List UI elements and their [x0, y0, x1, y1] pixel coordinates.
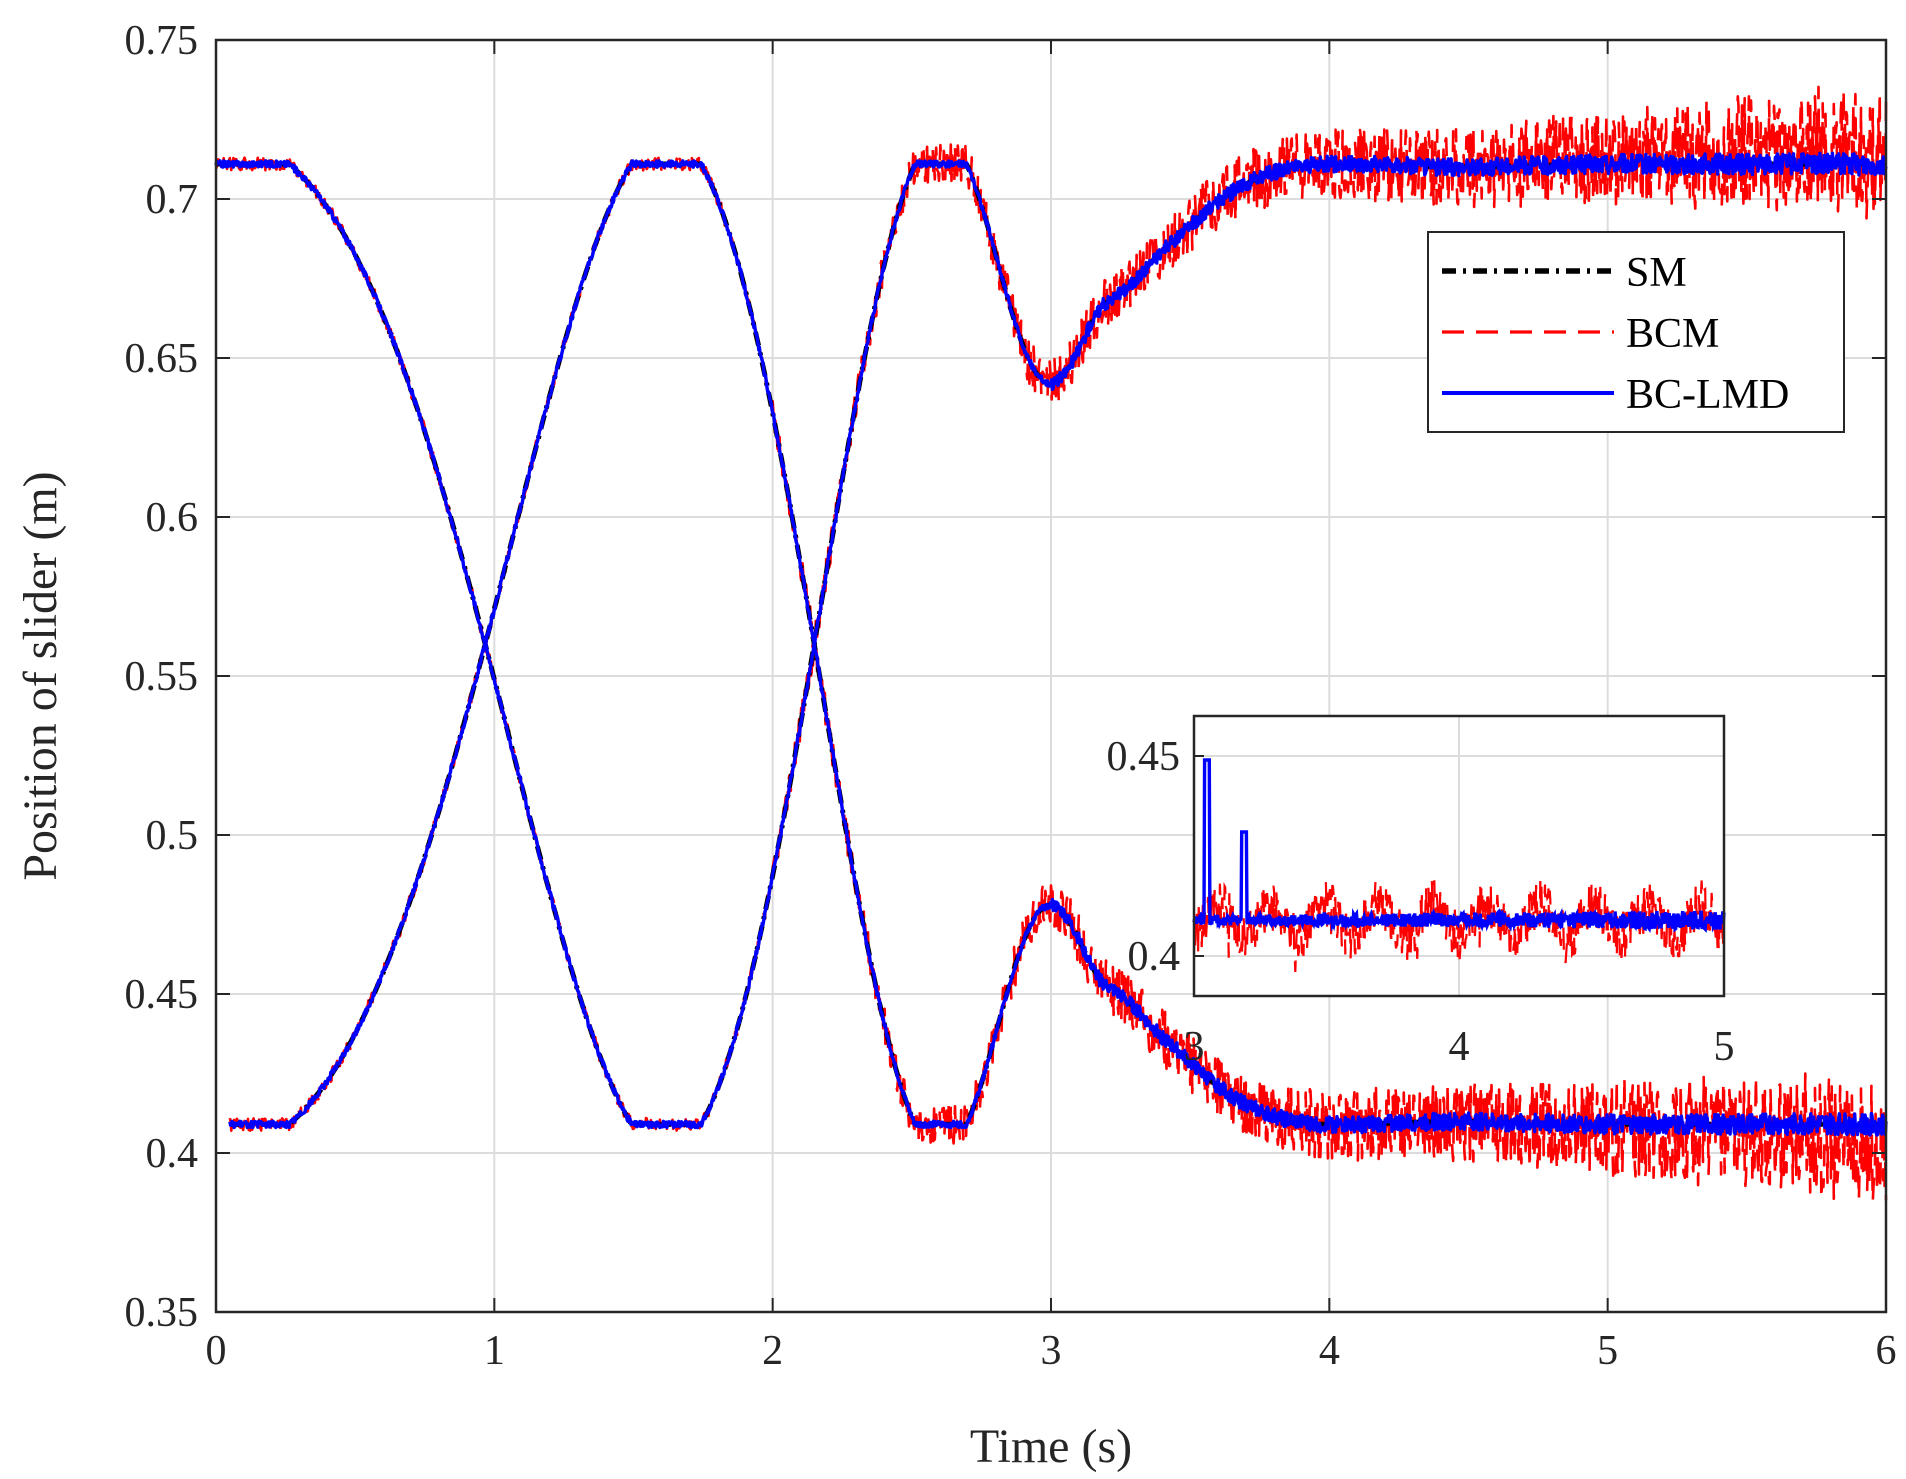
inset-x-tick-label: 3	[1184, 1024, 1205, 1070]
y-tick-label: 0.45	[125, 972, 199, 1018]
y-tick-label: 0.65	[125, 336, 199, 382]
y-tick-label: 0.55	[125, 654, 199, 700]
y-tick-label: 0.4	[146, 1131, 199, 1177]
inset-frame	[1192, 714, 1726, 998]
series-line-bc-lmd	[214, 151, 1888, 1130]
axis-ticks: 0 1 2 3 4 5 60.350.40.450.50.550.60.650.70.75	[125, 18, 1897, 1374]
y-tick-label: 0.75	[125, 18, 199, 64]
legend-label-bc-lmd: BC-LMD	[1626, 372, 1789, 418]
x-tick-label: 2	[762, 1328, 783, 1374]
x-axis-label: Time (s)	[970, 1420, 1132, 1473]
series-line-bc-lmd	[228, 159, 1888, 1137]
x-tick-label: 0	[206, 1328, 227, 1374]
inset-series-layer	[1192, 758, 1726, 973]
y-tick-label: 0.7	[146, 177, 199, 223]
x-tick-label: 1	[484, 1328, 505, 1374]
legend: SM BCM BC-LMD	[1427, 231, 1845, 433]
x-tick-label: 6	[1876, 1328, 1897, 1374]
legend-label-sm: SM	[1626, 250, 1687, 296]
y-axis-label: Position of slider (m)	[14, 471, 67, 880]
inset-y-tick-label: 0.45	[1107, 734, 1181, 780]
inset-x-tick-label: 5	[1714, 1024, 1735, 1070]
legend-label-bcm: BCM	[1626, 311, 1719, 357]
inset-axis-ticks: 3 4 5 0.4 0.45	[1107, 734, 1735, 1070]
y-tick-label: 0.35	[125, 1290, 199, 1336]
x-tick-label: 4	[1319, 1328, 1340, 1374]
y-tick-label: 0.5	[146, 813, 199, 859]
inset-x-tick-label: 4	[1449, 1024, 1470, 1070]
inset-y-tick-label: 0.4	[1128, 934, 1181, 980]
inset-zoom: 3 4 5 0.4 0.45	[1107, 714, 1735, 1070]
y-tick-label: 0.6	[146, 495, 199, 541]
series-layer	[214, 85, 1888, 1203]
x-tick-label: 3	[1041, 1328, 1062, 1374]
x-tick-label: 5	[1597, 1328, 1618, 1374]
inset-series-line-bc-lmd	[1192, 758, 1726, 933]
